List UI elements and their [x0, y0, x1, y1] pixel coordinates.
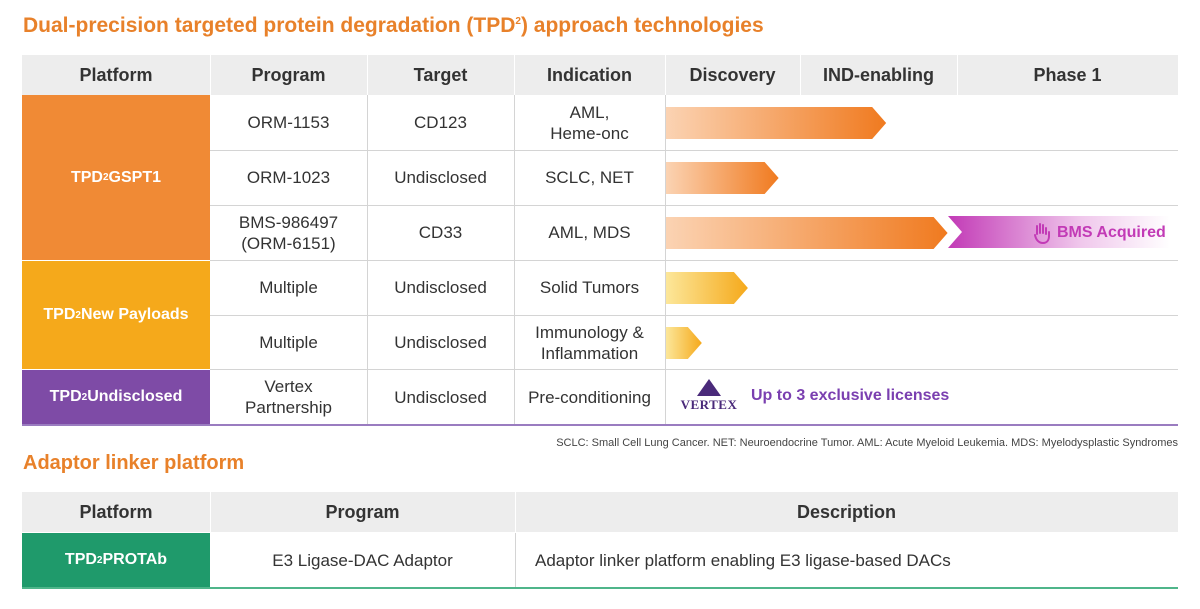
target-cell: Undisclosed — [394, 333, 487, 352]
t2-description-cell: Adaptor linker platform enabling E3 liga… — [535, 550, 951, 570]
table2-bottom-border — [22, 587, 1178, 589]
progress-arrow — [666, 217, 948, 249]
header-program: Program — [210, 55, 367, 95]
col-divider — [367, 95, 368, 424]
license-text: Up to 3 exclusive licenses — [751, 387, 950, 404]
divider — [957, 55, 958, 95]
row-divider — [210, 369, 1178, 370]
progress-arrow — [666, 162, 779, 194]
program-cell: Vertex Partnership — [245, 377, 332, 417]
target-cell: CD33 — [418, 223, 463, 242]
divider — [800, 55, 801, 95]
row-divider — [210, 205, 1178, 206]
header-phase1: Phase 1 — [957, 55, 1178, 95]
bms-arrow — [948, 216, 1170, 248]
divider — [367, 55, 368, 95]
t2-header-program: Program — [210, 492, 515, 532]
platform-tpd2-gspt1: TPD 2 GSPT1 — [22, 95, 210, 260]
row-divider — [210, 260, 1178, 261]
platform-tpd2-new-payloads: TPD 2 New Payloads — [22, 261, 210, 369]
indication-cell: Pre-conditioning — [528, 387, 651, 407]
divider — [210, 492, 211, 532]
header-discovery: Discovery — [665, 55, 800, 95]
col-divider — [515, 533, 516, 587]
program-cell: ORM-1023 — [246, 168, 331, 187]
row-divider — [210, 150, 1178, 151]
target-cell: Undisclosed — [394, 168, 487, 187]
indication-cell: AML, MDS — [548, 223, 631, 242]
page-title: Dual-precision targeted protein degradat… — [23, 14, 764, 37]
t2-header-description: Description — [515, 492, 1178, 532]
t2-header-platform: Platform — [22, 492, 210, 532]
program-cell: Multiple — [259, 278, 318, 297]
vertex-logo — [697, 379, 721, 396]
hand-icon — [1034, 223, 1050, 244]
divider — [515, 492, 516, 532]
header-indication: Indication — [514, 55, 665, 95]
footnote: SCLC: Small Cell Lung Cancer. NET: Neuro… — [556, 437, 1178, 449]
table-bottom-border — [22, 424, 1178, 426]
divider — [665, 55, 666, 95]
header-target: Target — [367, 55, 514, 95]
program-cell: Multiple — [259, 333, 318, 352]
header-ind-enabling: IND-enabling — [800, 55, 957, 95]
divider — [210, 55, 211, 95]
target-cell: CD123 — [414, 113, 467, 132]
progress-arrow — [666, 327, 702, 359]
indication-cell: Solid Tumors — [539, 278, 640, 297]
t2-program-cell: E3 Ligase-DAC Adaptor — [272, 550, 453, 570]
vertex-logo-text: VERTEX — [680, 397, 738, 412]
header-platform: Platform — [22, 55, 210, 95]
divider — [514, 55, 515, 95]
indication-cell: Immunology & Inflammation — [535, 322, 644, 363]
target-cell: Undisclosed — [394, 278, 487, 297]
platform-tpd2-undisclosed: TPD 2 Undisclosed — [22, 370, 210, 424]
col-divider — [514, 95, 515, 424]
col-divider — [665, 95, 666, 424]
target-cell: Undisclosed — [394, 387, 487, 407]
program-cell: ORM-1153 — [247, 113, 330, 132]
indication-cell: AML, Heme-onc — [550, 102, 629, 143]
platform-tpd2-protab: TPD 2 PROTAb — [22, 533, 210, 587]
section-title-adaptor-linker: Adaptor linker platform — [23, 452, 245, 474]
program-cell: BMS-986497 (ORM-6151) — [238, 212, 339, 253]
row-divider — [210, 315, 1178, 316]
indication-cell: SCLC, NET — [545, 168, 634, 187]
progress-arrow — [666, 107, 887, 139]
bms-acquired-label: BMS Acquired — [1033, 219, 1166, 247]
progress-arrow — [666, 272, 748, 304]
